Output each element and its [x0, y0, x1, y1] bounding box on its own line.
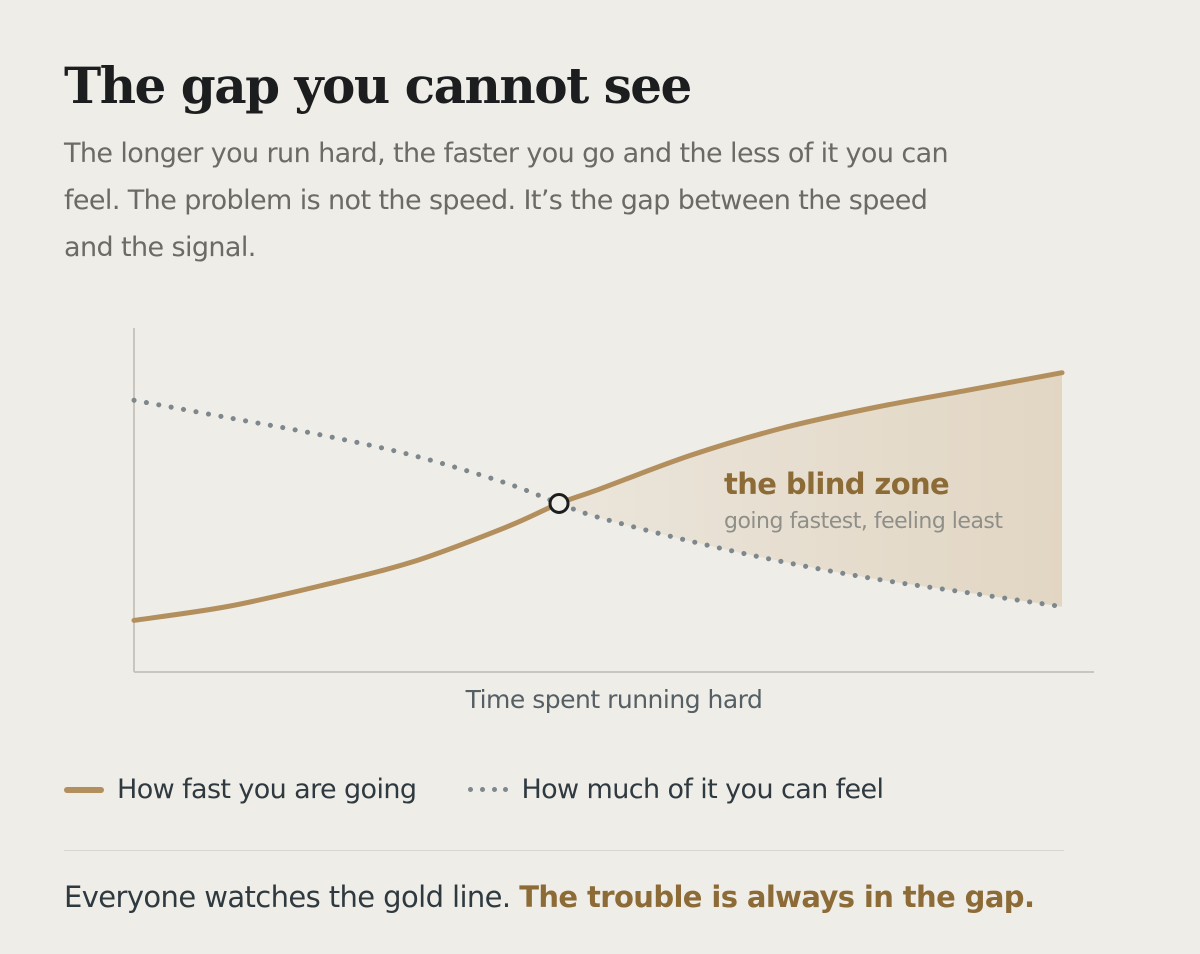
series-line-speed [131, 370, 1065, 623]
chart-legend: How fast you are going How much of it yo… [64, 774, 935, 805]
legend-label-feel: How much of it you can feel [521, 774, 884, 805]
legend-label-speed: How fast you are going [117, 774, 417, 805]
legend-item-speed: How fast you are going [64, 774, 417, 805]
line-chart: the blind zone going fastest, feeling le… [131, 328, 1094, 714]
blind-zone-sublabel: going fastest, feeling least [724, 509, 1003, 534]
footer-text: Everyone watches the gold line. The trou… [64, 880, 1035, 914]
legend-dotted-swatch [468, 787, 509, 793]
series-line-feel [131, 397, 1065, 610]
page-subtitle: The longer you run hard, the faster you … [64, 138, 949, 263]
page-title: The gap you cannot see [64, 56, 692, 115]
divider [64, 850, 1064, 851]
x-axis-label: Time spent running hard [465, 685, 763, 714]
footer-emphasis: The trouble is always in the gap. [519, 880, 1035, 914]
footer-lead: Everyone watches the gold line. [64, 880, 511, 914]
legend-item-feel: How much of it you can feel [468, 774, 884, 805]
crossover-marker [548, 492, 570, 514]
legend-solid-swatch [64, 786, 104, 793]
blind-zone-area [559, 372, 1062, 607]
blind-zone-label: the blind zone [724, 467, 949, 501]
